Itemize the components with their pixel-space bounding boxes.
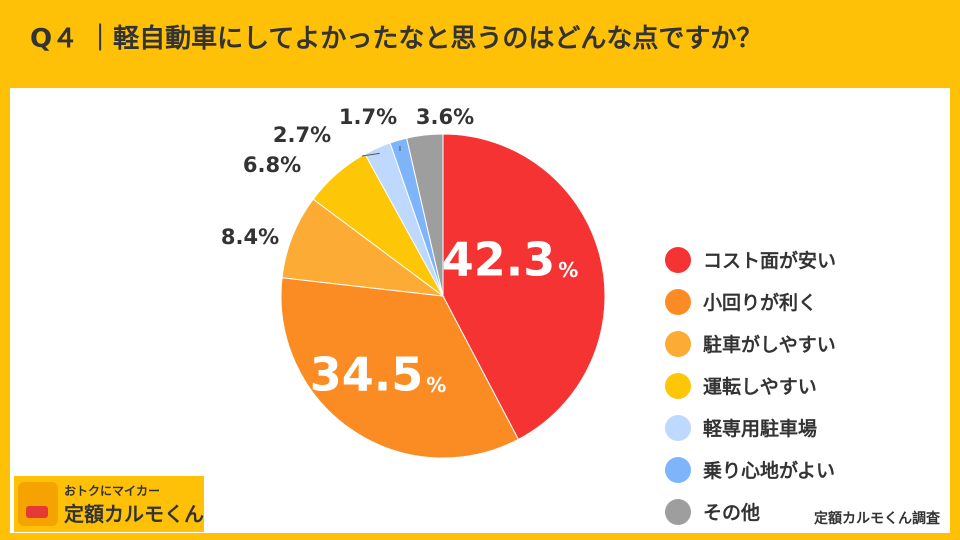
car-logo-icon	[18, 482, 58, 526]
slice-maneuverability	[280, 277, 520, 459]
value-label: 2.7%	[273, 123, 331, 147]
legend-label: 小回りが利く	[703, 292, 818, 314]
source-credit: 定額カルモくん調査	[814, 511, 940, 527]
legend-swatch	[665, 246, 691, 273]
chart-panel: 42.3% 34.5% 8.4% 6.8% 2.7% 1.7% 3.6% コスト面が安い 小…	[10, 88, 950, 533]
legend-label: 運転しやすい	[703, 376, 817, 398]
slice-cost	[442, 133, 606, 441]
slice-parking	[281, 198, 445, 297]
value-label: 1.7%	[339, 105, 397, 129]
pie-chart: 42.3 %34.5 %8.4%6.8%2.7%1.7% 3.6%	[221, 105, 606, 459]
logo-tagline: おトクにマイカー	[64, 484, 161, 498]
value-label: 8.4%	[221, 225, 279, 249]
legend-item-kei-parking: 軽専用駐車場	[665, 414, 955, 441]
legend-swatch	[665, 456, 691, 483]
legend-item-parking: 駐車がしやすい	[665, 330, 955, 357]
legend-label: 軽専用駐車場	[703, 418, 818, 440]
value-label-unit: %	[558, 258, 578, 282]
legend-item-maneuverability: 小回りが利く	[665, 288, 955, 315]
legend-item-ride-comfort: 乗り心地がよい	[665, 456, 955, 483]
value-label: 3.6%	[416, 105, 474, 129]
chart-title: Q４ ｜軽自動車にしてよかったなと思うのはどんな点ですか？	[30, 24, 763, 54]
legend-item-driving: 運転しやすい	[665, 372, 955, 399]
value-label-unit: %	[426, 373, 446, 397]
logo-name: 定額カルモくん	[64, 502, 204, 526]
brand-logo: おトクにマイカー 定額カルモくん	[14, 476, 204, 532]
legend-swatch	[665, 414, 691, 441]
legend-swatch	[665, 498, 691, 525]
legend: コスト面が安い 小回りが利く 駐車がしやすい 運転しやすい 軽専用駐車場 乗り心…	[665, 246, 955, 540]
legend-item-other: その他	[665, 498, 955, 525]
legend-label: 乗り心地がよい	[703, 460, 836, 482]
legend-item-cost: コスト面が安い	[665, 246, 955, 273]
value-label: 6.8%	[243, 153, 301, 177]
legend-label: 駐車がしやすい	[703, 334, 836, 356]
legend-swatch	[665, 288, 691, 315]
legend-label: その他	[703, 502, 761, 524]
slice-other	[406, 133, 444, 297]
legend-label: コスト面が安い	[703, 250, 837, 272]
legend-swatch	[665, 372, 691, 399]
leader-line	[361, 152, 380, 157]
legend-swatch	[665, 330, 691, 357]
